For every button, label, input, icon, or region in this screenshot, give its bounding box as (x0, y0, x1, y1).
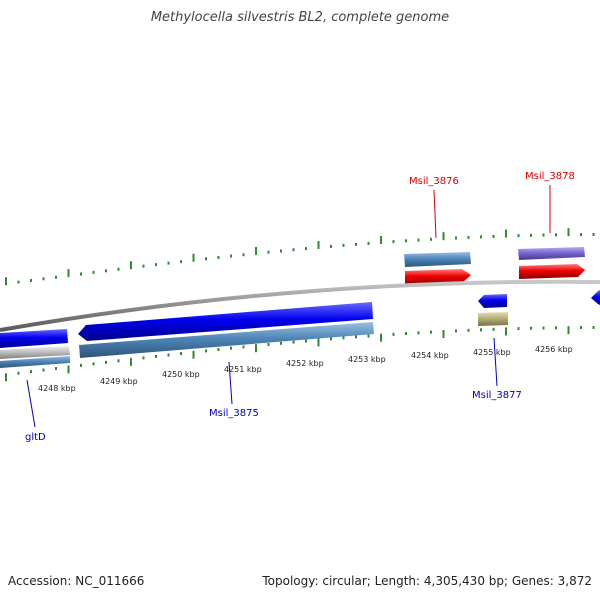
gene-label-msil-3878[interactable]: Msil_3878 (525, 171, 575, 182)
gene-block-msil-3878[interactable] (518, 247, 585, 260)
scale-label: 4252 kbp (286, 359, 324, 368)
scale-label: 4256 kbp (535, 345, 573, 354)
map-title: Methylocella silvestris BL2, complete ge… (150, 10, 450, 25)
leader-line-gltd (26, 379, 36, 428)
scale-label: 4248 kbp (38, 384, 76, 393)
cds-arrow-msil-3875[interactable] (78, 302, 373, 341)
gene-labels: Msil_3876 Msil_3878 gltD Msil_3875 Msil_… (25, 171, 575, 443)
leader-line-msil-3876 (433, 189, 437, 239)
scale-label: 4251 kbp (224, 365, 262, 374)
leader-line-msil-3875 (228, 361, 233, 405)
inner-tick-ring (5, 326, 595, 382)
gene-label-msil-3875[interactable]: Msil_3875 (209, 408, 259, 419)
accession-text: Accession: NC_011666 (8, 574, 145, 588)
gene-label-msil-3876[interactable]: Msil_3876 (409, 176, 459, 187)
scale-label: 4255 kbp (473, 348, 511, 357)
gene-label-gltd[interactable]: gltD (25, 432, 46, 443)
outer-tick-ring (5, 228, 595, 286)
scale-label: 4254 kbp (411, 351, 449, 360)
gene-label-msil-3877[interactable]: Msil_3877 (472, 390, 522, 401)
cds-arrow-gltd[interactable] (0, 329, 68, 348)
cds-arrow-msil-3876[interactable] (405, 269, 471, 285)
scale-label: 4250 kbp (162, 370, 200, 379)
cds-arrow-partial[interactable] (591, 290, 600, 305)
gene-block-msil-3875[interactable] (79, 322, 374, 358)
gene-block-msil-3876[interactable] (404, 252, 471, 267)
scale-label: 4253 kbp (348, 355, 386, 364)
gene-block-msil-3877[interactable] (478, 312, 508, 326)
genome-backbone (0, 279, 600, 332)
scale-label: 4249 kbp (100, 377, 138, 386)
gene-block-gltd-grey[interactable] (0, 346, 70, 359)
leader-line-msil-3877 (493, 337, 498, 387)
gene-block-gltd[interactable] (0, 356, 70, 368)
reverse-features (0, 290, 600, 368)
cds-arrow-msil-3877[interactable] (478, 294, 507, 308)
genome-summary-text: Topology: circular; Length: 4,305,430 bp… (262, 574, 592, 588)
scale-labels: 4248 kbp 4249 kbp 4250 kbp 4251 kbp 4252… (38, 345, 573, 393)
forward-features (404, 247, 585, 285)
cds-arrow-msil-3878[interactable] (519, 264, 585, 279)
